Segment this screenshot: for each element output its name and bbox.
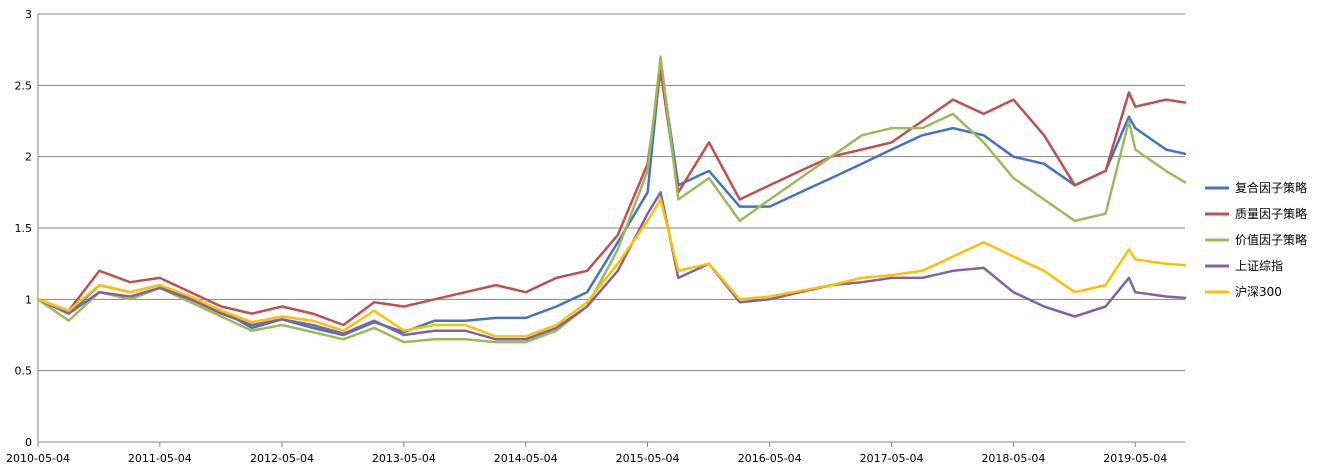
y-tick-label: 0.5 [15,365,33,378]
series-lines [36,55,1187,344]
y-tick-label: 2.5 [15,79,33,92]
x-tick-label: 2015-05-04 [616,452,680,465]
y-tick-label: 2 [25,151,32,164]
x-tick-label: 2010-05-04 [6,452,70,465]
series-line-5 [36,198,1187,338]
x-tick-label: 2012-05-04 [250,452,314,465]
legend-label: 价值因子策略 [1235,232,1307,247]
y-tick-label: 3 [25,8,32,21]
legend-label: 复合因子策略 [1235,180,1307,195]
x-tick-label: 2013-05-04 [372,452,436,465]
series-line-3 [36,55,1187,344]
series-line-2 [36,69,1187,327]
x-tick-label: 2011-05-04 [128,452,192,465]
y-tick-label: 0 [25,436,32,449]
legend-label: 沪深300 [1235,285,1282,299]
legend-label: 上证综指 [1235,258,1283,273]
x-tick-label: 2014-05-04 [494,452,558,465]
y-tick-label: 1.5 [15,222,33,235]
legend-label: 质量因子策略 [1235,206,1307,221]
series-line-1 [36,62,1187,337]
x-tick-label: 2017-05-04 [860,452,924,465]
series-line-4 [36,191,1187,341]
x-tick-label: 2016-05-04 [738,452,802,465]
y-tick-label: 1 [25,293,32,306]
gridlines [38,13,1185,372]
x-tick-label: 2019-05-04 [1103,452,1167,465]
x-tick-label: 2018-05-04 [981,452,1045,465]
axes: 0 0.5 1 1.5 2 2.5 3 2010-05-04 2011-05-04 2012-05… [6,8,1185,465]
